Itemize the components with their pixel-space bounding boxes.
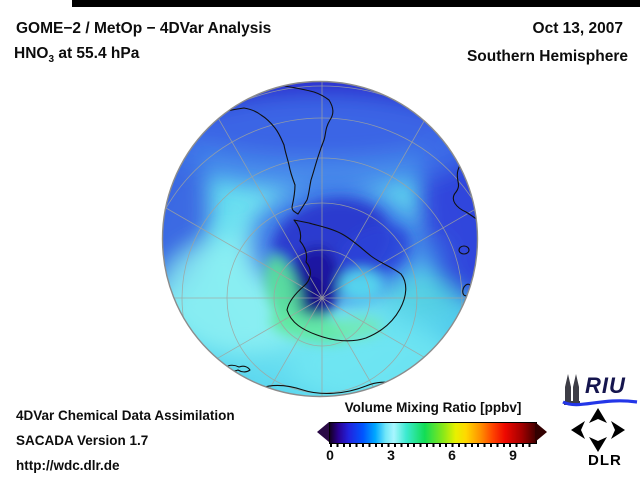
globe-rim xyxy=(161,80,479,398)
dlr-logo: DLR xyxy=(566,408,632,472)
plot-title: GOME−2 / MetOp − 4DVar Analysis xyxy=(16,20,272,37)
hemisphere-label: Southern Hemisphere xyxy=(466,48,628,65)
colorbar-legend: Volume Mixing Ratio [ppbv] 0 3 6 9 xyxy=(317,400,549,472)
colorbar-tick-9: 9 xyxy=(509,447,517,463)
species-formula: HNO xyxy=(14,45,49,62)
colorbar-tick-6: 6 xyxy=(448,447,456,463)
colorbar-underflow-arrow xyxy=(317,422,329,442)
coast-antarctica xyxy=(286,219,407,342)
coast-bottom-rim xyxy=(260,381,388,394)
dlr-logo-text: DLR xyxy=(588,452,622,469)
credit-line-assimilation: 4DVar Chemical Data Assimilation xyxy=(16,408,235,423)
species-level-label: HNO3 at 55.4 hPa xyxy=(14,45,139,65)
colorbar-overflow-arrow xyxy=(535,422,547,442)
cathedral-icon xyxy=(564,374,580,405)
species-subscript: 3 xyxy=(48,54,55,66)
credit-line-version: SACADA Version 1.7 xyxy=(16,433,149,448)
hemisphere-map xyxy=(161,80,479,398)
credit-line-url: http://wdc.dlr.de xyxy=(16,458,120,473)
date-label: Oct 13, 2007 xyxy=(532,20,623,37)
top-black-bar xyxy=(72,0,640,7)
colorbar-tick-0: 0 xyxy=(326,447,334,463)
dlr-emblem-icon xyxy=(571,408,625,452)
polar-vortex-field xyxy=(264,198,409,344)
riu-wave-icon xyxy=(562,399,638,407)
colorbar-title: Volume Mixing Ratio [ppbv] xyxy=(344,400,522,415)
coast-new-zealand-south xyxy=(467,298,477,310)
graticule xyxy=(162,81,478,397)
coast-tasmania xyxy=(458,245,470,255)
riu-logo: RIU xyxy=(561,371,639,415)
colorbar-gradient xyxy=(329,422,537,444)
pressure-level: at 55.4 hPa xyxy=(54,45,140,62)
riu-logo-text: RIU xyxy=(585,373,626,398)
colorbar-tick-3: 3 xyxy=(387,447,395,463)
riu-logo-graphics xyxy=(562,374,638,407)
colorbar-minor-ticks xyxy=(330,444,534,447)
credits-block: 4DVar Chemical Data Assimilation SACADA … xyxy=(16,403,235,478)
